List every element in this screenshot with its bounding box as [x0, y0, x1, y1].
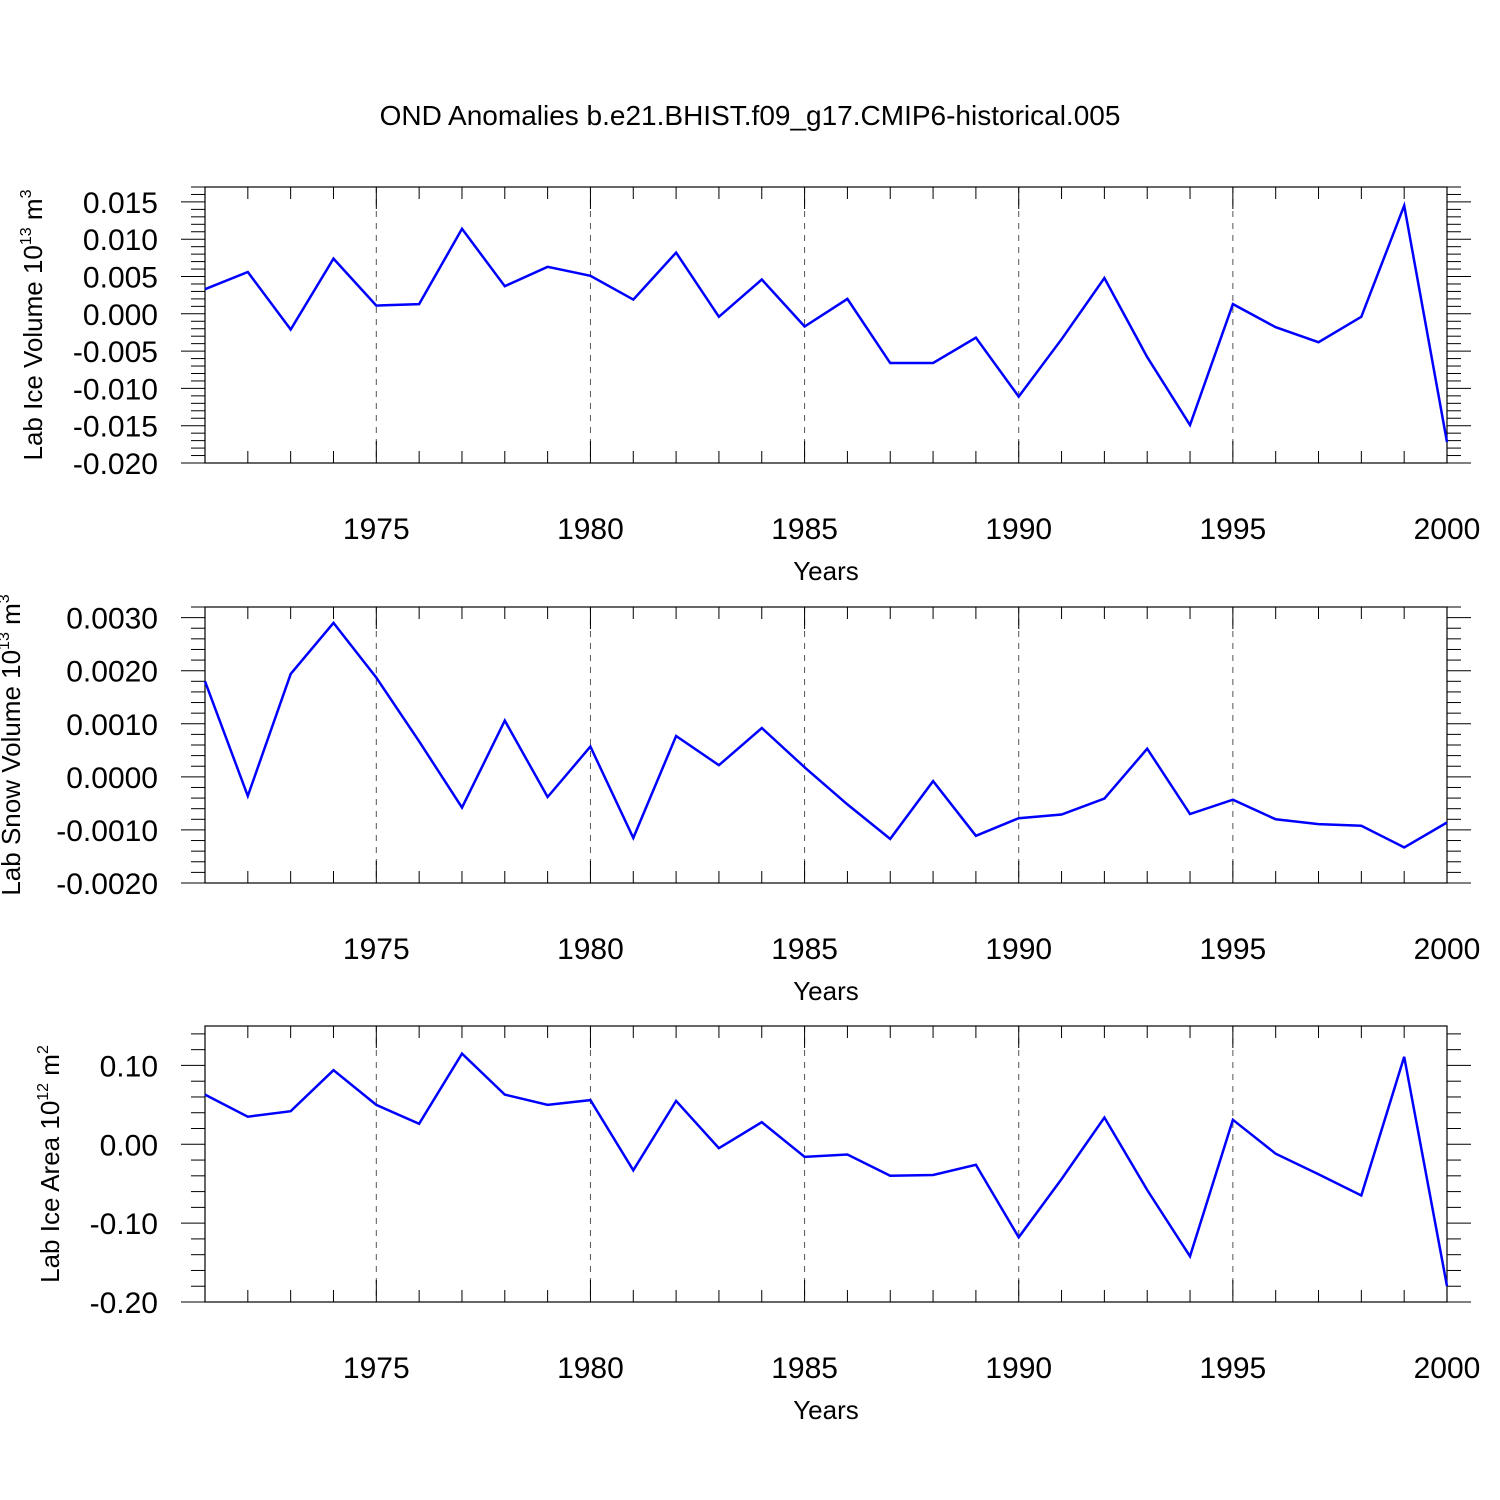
y-tick-label: -0.010	[73, 373, 158, 406]
y-axis-title-text: Lab Ice Area 10	[35, 1101, 65, 1283]
x-tick-label: 1985	[771, 1352, 838, 1385]
y-tick-label: 0.005	[83, 262, 158, 295]
x-tick-label: 1975	[343, 1352, 410, 1385]
y-axis-title-unit-exponent: 3	[18, 189, 35, 198]
x-tick-label: 1990	[985, 1352, 1052, 1385]
x-tick-label: 1990	[985, 933, 1052, 966]
y-tick-label: 0.010	[83, 224, 158, 257]
x-tick-label: 1980	[557, 1352, 624, 1385]
figure-title: OND Anomalies b.e21.BHIST.f09_g17.CMIP6-…	[380, 100, 1121, 131]
y-axis-title-text: Lab Ice Volume 10	[18, 245, 48, 460]
x-tick-label: 2000	[1414, 513, 1481, 546]
x-tick-label: 1995	[1199, 1352, 1266, 1385]
y-tick-label: -0.015	[73, 411, 158, 444]
y-tick-label: -0.20	[90, 1287, 158, 1320]
x-tick-label: 2000	[1414, 933, 1481, 966]
plot-frame	[204, 186, 1448, 464]
y-tick-label: 0.0000	[66, 762, 158, 795]
x-tick-label: 1980	[557, 933, 624, 966]
y-tick-label: 0.0020	[66, 656, 158, 689]
x-axis-title: Years	[793, 976, 859, 1006]
x-tick-label: 1985	[771, 513, 838, 546]
panel-ice-area: 0.10 0.00 -0.10 -0.20 1975 1980 1985 1990 1995 20…	[35, 1025, 1481, 1425]
x-axis-title: Years	[793, 556, 859, 586]
y-axis-title-exponent: 12	[35, 1083, 52, 1101]
x-tick-label: 1990	[985, 513, 1052, 546]
y-axis-title-unit: m	[0, 603, 26, 632]
y-axis-title-text: Lab Snow Volume 10	[0, 650, 26, 896]
y-axis-title-unit-exponent: 3	[0, 594, 13, 603]
series-line	[204, 1051, 1449, 1287]
series-line	[203, 620, 1448, 849]
x-axis-title: Years	[793, 1395, 859, 1425]
y-tick-label: -0.020	[73, 448, 158, 481]
y-tick-label: -0.0010	[56, 815, 158, 848]
x-tick-label: 1985	[771, 933, 838, 966]
y-tick-label: 0.015	[83, 187, 158, 220]
y-axis-title: Lab Ice Area 1012 m2	[35, 1045, 65, 1283]
y-tick-label: 0.00	[100, 1129, 158, 1162]
y-axis-title: Lab Snow Volume 1013 m3	[0, 594, 26, 895]
series-line	[204, 200, 1449, 443]
y-tick-label: 0.10	[100, 1050, 158, 1083]
y-tick-label: -0.10	[90, 1208, 158, 1241]
x-tick-label: 1975	[343, 513, 410, 546]
panels: 0.015 0.010 0.005 0.000 -0.005 -0.010 -0.015 -0…	[0, 186, 1481, 1425]
panel-ice-volume: 0.015 0.010 0.005 0.000 -0.005 -0.010 -0.015 -0…	[18, 186, 1481, 586]
y-tick-label: 0.0030	[66, 603, 158, 636]
panel-snow-volume: 0.0030 0.0020 0.0010 0.0000 -0.0010 -0.0020 19…	[0, 594, 1480, 1006]
x-tick-label: 1995	[1199, 513, 1266, 546]
plot-frame	[204, 606, 1448, 884]
y-tick-label: -0.005	[73, 336, 158, 369]
y-tick-label: -0.0020	[56, 868, 158, 901]
x-tick-label: 1995	[1199, 933, 1266, 966]
y-axis-title-unit: m	[35, 1054, 65, 1083]
x-tick-label: 1980	[557, 513, 624, 546]
y-axis-title-exponent: 13	[0, 632, 13, 650]
y-tick-label: 0.000	[83, 299, 158, 332]
x-tick-label: 1975	[343, 933, 410, 966]
x-tick-label: 2000	[1414, 1352, 1481, 1385]
y-tick-label: 0.0010	[66, 709, 158, 742]
y-axis-title-exponent: 13	[18, 227, 35, 245]
y-axis-title: Lab Ice Volume 1013 m3	[18, 189, 48, 460]
plot-frame	[204, 1025, 1448, 1303]
y-axis-title-unit-exponent: 2	[35, 1045, 52, 1054]
y-axis-title-unit: m	[18, 198, 48, 227]
